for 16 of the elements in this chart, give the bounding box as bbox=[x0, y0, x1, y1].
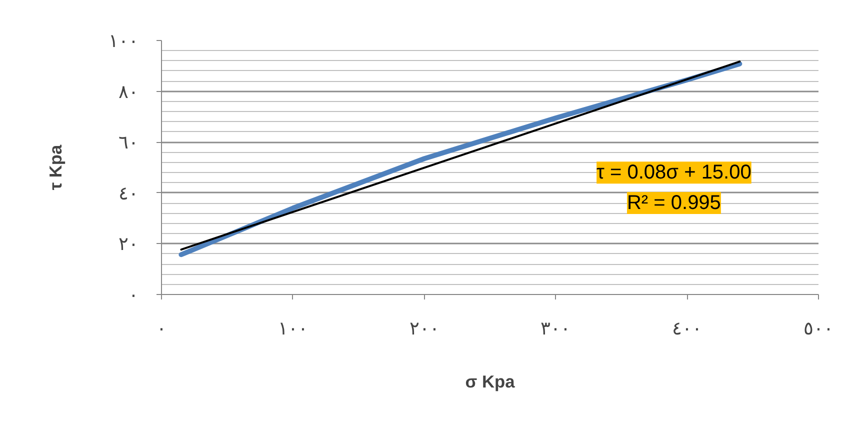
x-tick-label: ٤٠٠ bbox=[672, 318, 702, 338]
y-tick-label: ٠ bbox=[128, 284, 138, 305]
y-axis-title: τ Kpa bbox=[46, 144, 66, 190]
y-tick-label: ٦٠ bbox=[118, 132, 138, 153]
y-tick-label: ٤٠ bbox=[118, 182, 138, 204]
x-tick-label: ٠ bbox=[156, 318, 166, 338]
annotation: τ = 0.08σ + 15.00 bbox=[596, 162, 752, 184]
y-tick-label: ١٠٠ bbox=[108, 30, 138, 51]
annotation: R² = 0.995 bbox=[626, 192, 721, 214]
x-tick-label: ٥٠٠ bbox=[804, 318, 834, 338]
y-tick-label: ٢٠ bbox=[118, 233, 138, 254]
y-tick-label: ٨٠ bbox=[118, 80, 138, 102]
x-tick-label: ٣٠٠ bbox=[540, 318, 571, 338]
x-tick-label: ٢٠٠ bbox=[409, 318, 440, 338]
x-axis-title: σ Kpa bbox=[465, 372, 516, 392]
x-tick-label: ١٠٠ bbox=[278, 318, 308, 338]
